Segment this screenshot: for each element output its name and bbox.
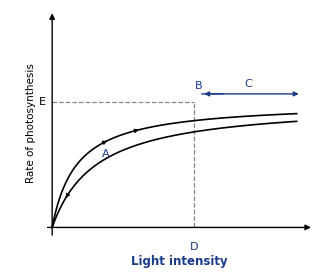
Text: Rate of photosynthesis: Rate of photosynthesis [26, 63, 37, 183]
Text: B: B [195, 81, 203, 91]
Text: A: A [102, 150, 110, 159]
Text: D: D [190, 242, 198, 252]
Text: Light intensity: Light intensity [131, 254, 228, 268]
Text: C: C [244, 79, 252, 89]
Text: E: E [39, 97, 46, 107]
